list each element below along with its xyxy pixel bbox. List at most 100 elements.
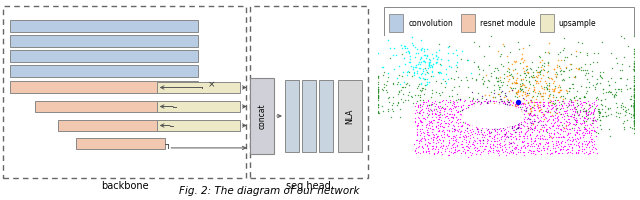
Point bbox=[616, 88, 626, 91]
Point bbox=[428, 135, 438, 139]
Point bbox=[473, 91, 483, 95]
Point bbox=[496, 52, 506, 56]
Point bbox=[579, 121, 589, 125]
Point bbox=[404, 52, 414, 55]
Point bbox=[424, 124, 434, 127]
Point bbox=[427, 103, 437, 106]
Point bbox=[535, 143, 545, 146]
Point bbox=[558, 125, 568, 129]
Point bbox=[559, 36, 570, 39]
Point bbox=[457, 108, 467, 112]
Point bbox=[479, 123, 489, 126]
Point bbox=[556, 72, 566, 75]
Point bbox=[628, 109, 639, 112]
Point bbox=[591, 119, 602, 122]
Point bbox=[628, 106, 639, 110]
Point bbox=[427, 147, 437, 150]
Point bbox=[443, 122, 453, 125]
Point bbox=[459, 130, 469, 133]
Point bbox=[530, 140, 540, 143]
Point bbox=[489, 125, 499, 128]
Point bbox=[529, 126, 540, 129]
Point bbox=[524, 104, 534, 107]
Point bbox=[566, 114, 577, 117]
Point bbox=[485, 112, 495, 115]
Point bbox=[567, 108, 577, 111]
Point bbox=[584, 85, 595, 89]
Point bbox=[571, 140, 581, 143]
Point bbox=[420, 61, 430, 64]
Point bbox=[523, 128, 533, 131]
Point bbox=[533, 106, 543, 109]
Point bbox=[584, 106, 594, 109]
Point bbox=[494, 100, 504, 103]
Point bbox=[385, 46, 396, 49]
Point bbox=[466, 153, 476, 156]
Point bbox=[538, 123, 548, 127]
Point bbox=[628, 102, 639, 105]
Point bbox=[486, 104, 497, 107]
Point bbox=[544, 82, 554, 85]
Point bbox=[506, 123, 516, 127]
Point bbox=[539, 61, 549, 64]
Point bbox=[554, 90, 564, 94]
Point bbox=[426, 96, 436, 99]
Point bbox=[580, 111, 591, 115]
Point bbox=[587, 121, 597, 124]
Point bbox=[522, 125, 532, 128]
Point bbox=[476, 129, 486, 132]
Point bbox=[492, 119, 502, 122]
Point bbox=[424, 103, 434, 106]
Point bbox=[476, 106, 486, 110]
Point bbox=[465, 99, 475, 102]
Bar bbox=[10, 35, 198, 47]
Point bbox=[463, 135, 473, 138]
Point bbox=[495, 127, 505, 130]
Point bbox=[412, 134, 422, 137]
Point bbox=[495, 90, 506, 93]
Point bbox=[582, 144, 593, 147]
Point bbox=[432, 138, 442, 141]
Point bbox=[451, 134, 461, 137]
Point bbox=[372, 85, 383, 89]
Point bbox=[451, 53, 461, 57]
Point bbox=[515, 105, 525, 109]
Point bbox=[628, 62, 639, 66]
Point bbox=[536, 77, 547, 80]
Point bbox=[479, 111, 489, 115]
Point bbox=[520, 90, 530, 93]
Point bbox=[524, 150, 534, 153]
Point bbox=[431, 115, 441, 119]
Point bbox=[426, 103, 436, 106]
Point bbox=[592, 103, 602, 106]
Point bbox=[438, 138, 449, 142]
Point bbox=[600, 97, 610, 100]
Point bbox=[409, 74, 419, 77]
Point bbox=[509, 147, 520, 150]
Point bbox=[513, 137, 524, 141]
Point bbox=[432, 135, 442, 139]
Point bbox=[534, 90, 544, 93]
Point bbox=[498, 150, 508, 153]
Point bbox=[454, 128, 464, 131]
Point bbox=[628, 85, 639, 88]
Point bbox=[387, 107, 397, 110]
Point bbox=[435, 112, 445, 116]
Point bbox=[399, 80, 410, 83]
Point bbox=[462, 113, 472, 116]
Point bbox=[589, 143, 600, 146]
Point bbox=[523, 144, 533, 147]
Point bbox=[490, 109, 500, 112]
Point bbox=[417, 87, 428, 90]
Point bbox=[504, 150, 515, 153]
Point bbox=[472, 142, 482, 145]
Point bbox=[538, 146, 548, 150]
Point bbox=[508, 115, 518, 118]
Point bbox=[412, 123, 422, 126]
Point bbox=[499, 72, 509, 75]
Point bbox=[611, 102, 621, 105]
Point bbox=[419, 136, 429, 139]
Point bbox=[538, 92, 548, 95]
Point bbox=[628, 75, 639, 78]
Point bbox=[511, 110, 521, 113]
